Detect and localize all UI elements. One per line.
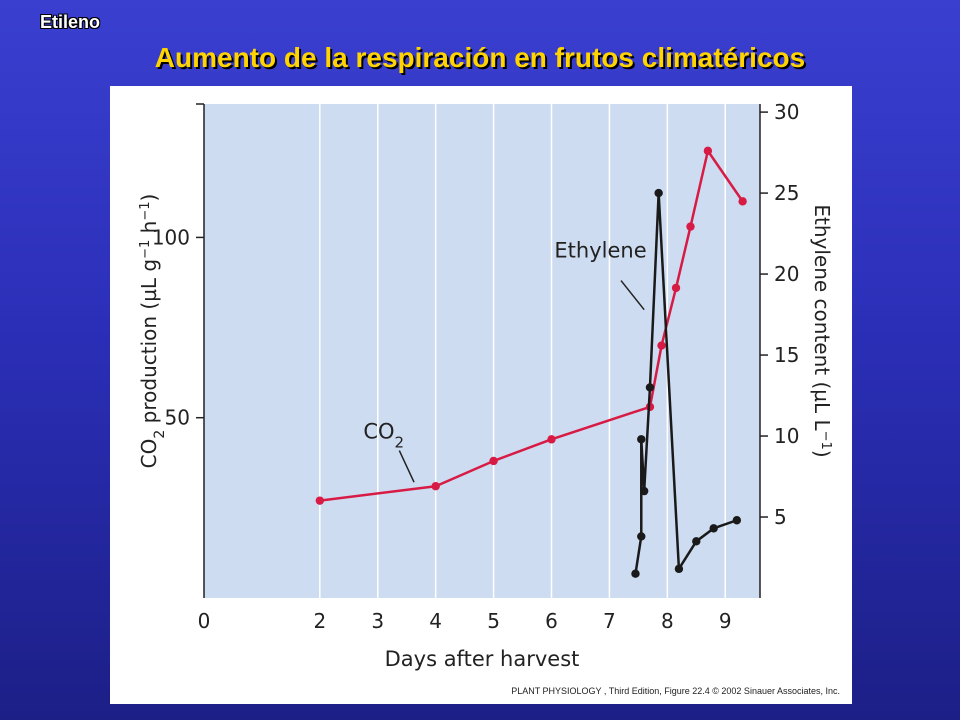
right-tick-label-10: 10 [774, 424, 799, 448]
x-tick-label-7: 7 [603, 609, 616, 633]
chart-svg: 50 100 5 10 15 20 25 30 0 2 3 4 5 6 7 8 9 Days after harv… [137, 100, 834, 671]
x-tick-label-8: 8 [661, 609, 674, 633]
ethylene-point-4 [639, 486, 649, 496]
ethylene-series-label: Ethylene [554, 239, 646, 263]
co2-point-7 [671, 283, 681, 293]
ethylene-point-7 [674, 564, 684, 574]
right-tick-label-25: 25 [774, 181, 799, 205]
left-axis-label: CO2 production (µL g−1 h−1) [137, 194, 168, 469]
co2-point-10 [738, 197, 747, 206]
slide-kicker: Etileno [40, 12, 101, 32]
ethylene-point-10 [732, 516, 742, 525]
right-axis-label: Ethylene content (µL L−1) [810, 204, 834, 457]
ethylene-point-2 [637, 532, 646, 541]
left-tick-label-100: 100 [152, 225, 190, 249]
x-tick-label-6: 6 [545, 609, 558, 633]
co2-point-2 [431, 482, 440, 491]
co2-point-3 [489, 456, 498, 466]
x-tick-label-0: 0 [198, 609, 211, 633]
ethylene-leader-line [620, 280, 645, 311]
figure-panel: 50 100 5 10 15 20 25 30 0 2 3 4 5 6 7 8 9 Days after harv… [110, 86, 852, 704]
co2-leader-line [398, 450, 415, 483]
co2-point-6 [657, 341, 666, 350]
ethylene-point-6 [654, 188, 663, 198]
right-tick-label-5: 5 [774, 505, 787, 529]
x-tick-label-5: 5 [487, 609, 500, 633]
x-axis-label: Days after harvest [385, 647, 580, 671]
ethylene-point-5 [645, 383, 655, 392]
right-tick-label-15: 15 [774, 343, 799, 367]
co2-series-line [319, 149, 744, 502]
co2-point-1 [315, 496, 325, 505]
ethylene-point-1 [631, 569, 640, 578]
x-tick-label-9: 9 [719, 609, 732, 633]
co2-point-4 [547, 435, 556, 444]
ethylene-point-3 [637, 435, 646, 444]
x-tick-label-2: 2 [313, 609, 326, 633]
slide-title: Aumento de la respiración en frutos clim… [154, 42, 806, 73]
x-tick-label-4: 4 [429, 609, 442, 633]
right-tick-label-20: 20 [774, 262, 799, 286]
left-tick-label-50: 50 [165, 406, 190, 430]
ethylene-series-line [634, 191, 738, 574]
ethylene-point-9 [709, 524, 718, 533]
x-tick-label-3: 3 [371, 609, 384, 633]
co2-point-9 [703, 146, 713, 156]
co2-series-label: CO2 [363, 420, 404, 452]
figure-credit: PLANT PHYSIOLOGY , Third Edition, Figure… [511, 686, 840, 696]
ethylene-point-8 [692, 537, 701, 546]
right-tick-label-30: 30 [774, 100, 799, 124]
co2-point-8 [686, 222, 695, 231]
